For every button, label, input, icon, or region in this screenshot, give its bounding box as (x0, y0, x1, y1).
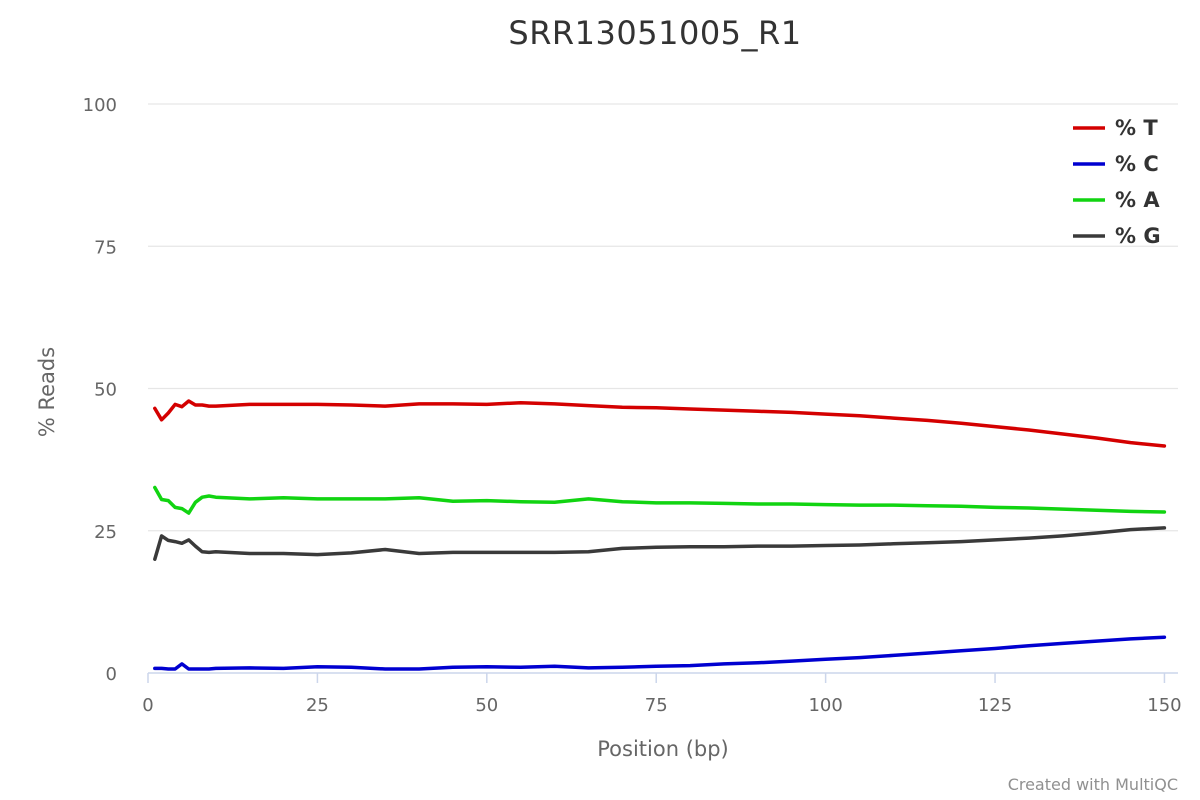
x-tick-label: 150 (1147, 695, 1181, 716)
y-tick-labels: 0 25 50 75 100 (83, 95, 117, 685)
y-axis-label: % Reads (35, 347, 59, 437)
legend-label: % C (1115, 152, 1159, 176)
legend-label: % G (1115, 224, 1161, 248)
y-tick-label: 25 (94, 522, 117, 543)
x-tick-label: 0 (142, 695, 153, 716)
y-tick-label: 0 (106, 664, 117, 685)
legend-label: % A (1115, 188, 1160, 212)
legend-item[interactable]: % C (1073, 152, 1159, 176)
chart-title: SRR13051005_R1 (508, 14, 802, 52)
credit-link[interactable]: Created with MultiQC (1007, 775, 1178, 794)
series-line-1[interactable] (153, 399, 1167, 448)
y-tick-label: 75 (94, 237, 117, 258)
grid-lines (148, 103, 1178, 532)
series-lines (153, 399, 1167, 671)
y-tick-label: 100 (83, 95, 117, 116)
x-tick-label: 75 (645, 695, 668, 716)
axes (147, 672, 1178, 683)
legend-item[interactable]: % A (1073, 188, 1160, 212)
legend-item[interactable]: % T (1073, 116, 1158, 140)
series-line-3[interactable] (153, 485, 1167, 515)
x-tick-label: 100 (808, 695, 842, 716)
series-line-4[interactable] (153, 526, 1167, 561)
legend-item[interactable]: % G (1073, 224, 1161, 248)
x-axis-label: Position (bp) (597, 737, 729, 761)
x-tick-label: 25 (306, 695, 329, 716)
series-line-2[interactable] (153, 635, 1167, 671)
y-tick-label: 50 (94, 380, 117, 401)
x-tick-labels: 0 25 50 75 100 125 150 (142, 695, 1181, 716)
legend: % T % C % A % G (1073, 116, 1161, 248)
x-tick-label: 50 (475, 695, 498, 716)
x-tick-label: 125 (978, 695, 1012, 716)
legend-label: % T (1115, 116, 1158, 140)
